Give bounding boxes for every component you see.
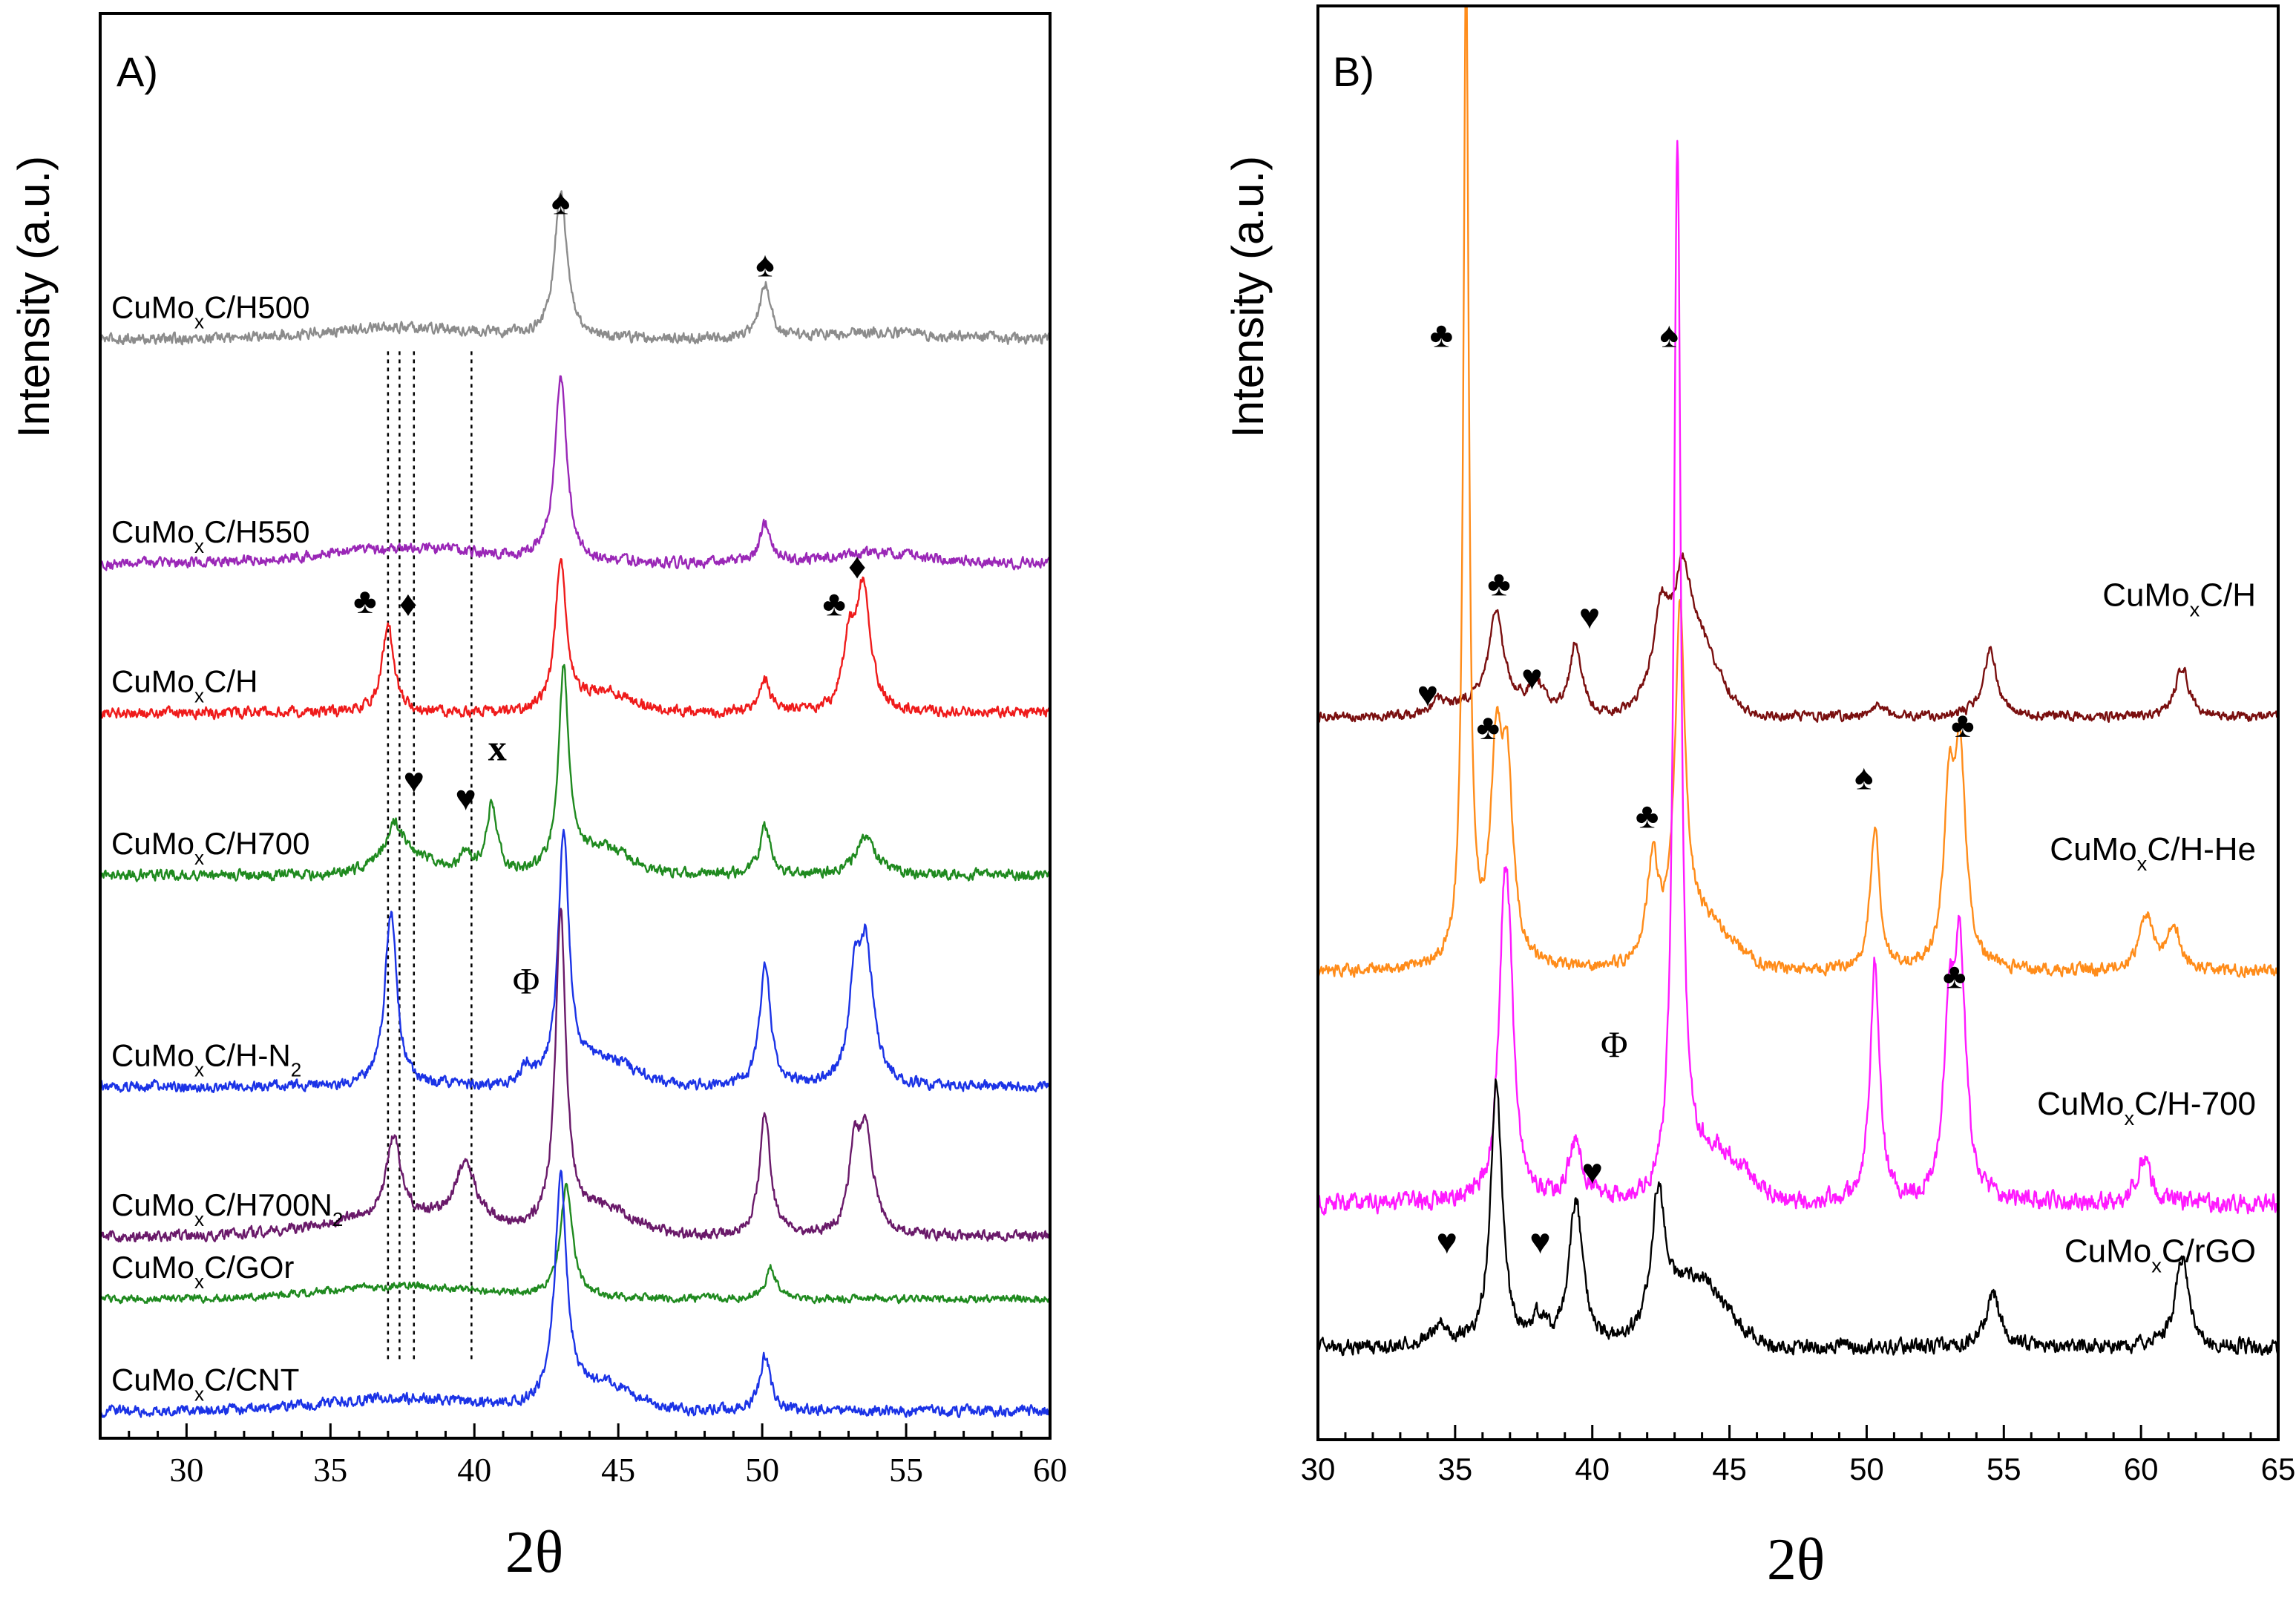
phase-marker: ♣ [1943,957,1967,996]
phase-marker: ♣ [822,585,846,624]
phase-marker: ♥ [1521,658,1543,698]
x-tick-label: 55 [1987,1452,2021,1486]
phase-marker: ♣ [1951,706,1975,745]
series-line-cumoxc-h-700 [1318,140,2278,1216]
x-tick-label: 35 [1437,1452,1472,1486]
x-tick-label: 60 [1033,1451,1067,1489]
series-label: CuMoxC/H [111,664,258,707]
series-label: CuMoxC/H-He [2050,831,2256,875]
series-label: CuMoxC/rGO [2064,1233,2256,1277]
series-line-cumoxc-rgo [1318,1078,2278,1357]
phase-marker: ♥ [1529,1222,1551,1262]
panel-a-x-axis-title: 2θ [505,1520,563,1585]
phase-marker: ♠ [551,183,571,223]
phase-marker: ♣ [1636,796,1659,836]
phase-marker: ♣ [353,582,377,621]
series-label: CuMoxC/H500 [111,290,309,333]
series-line-cumoxc-h700 [100,663,1050,882]
series-label: CuMoxC/H700 [111,826,309,869]
panel-a-y-axis-title: Intensity (a.u.) [9,156,59,438]
phase-marker: ♣ [1487,565,1511,604]
x-tick-label: 40 [1575,1452,1610,1486]
phase-marker: ♣ [1476,708,1500,747]
phase-marker: ♥ [1579,597,1601,637]
phase-marker: ♠ [1854,758,1874,797]
phase-marker: ♠ [755,246,775,285]
x-tick-label: 65 [2261,1452,2296,1486]
series-line-cumoxc-h550 [100,375,1050,571]
x-tick-label: 50 [745,1451,779,1489]
series-line-cumoxc-h500 [100,190,1050,346]
phase-marker: ♥ [1437,1222,1458,1262]
series-label: CuMoxC/H-700 [2037,1086,2256,1129]
phase-marker: Φ [1601,1023,1628,1065]
series-line-cumoxc-cnt [100,1170,1050,1418]
phase-marker: ♥ [1581,1153,1603,1192]
panel-b-label: B) [1333,48,1374,95]
series-line-cumoxc-h [100,558,1050,721]
phase-marker: ♦ [399,585,418,624]
series-label: CuMoxC/H [2102,577,2256,620]
phase-marker: ♥ [1417,675,1439,715]
panel-b-y-axis-title: Intensity (a.u.) [1223,156,1273,438]
series-label: CuMoxC/H550 [111,514,309,557]
x-tick-label: 40 [457,1451,491,1489]
phase-marker: ♥ [404,761,425,801]
series-line-cumoxc-h700n2 [100,908,1050,1243]
x-tick-label: 45 [601,1451,635,1489]
x-tick-label: 30 [169,1451,203,1489]
x-tick-label: 50 [1849,1452,1884,1486]
x-tick-label: 35 [313,1451,347,1489]
phase-marker: ♥ [455,779,476,819]
series-line-cumoxc-gor [100,1182,1050,1305]
series-label: CuMoxC/GOr [111,1250,294,1293]
series-line-cumoxc-h-he [1318,6,2278,979]
phase-marker: Φ [513,960,540,1002]
panel-b-plot-frame [1316,4,2280,1441]
panel-a-plot-frame [99,12,1052,1440]
panel-b-x-axis-title: 2θ [1767,1527,1825,1593]
panel-b-chart: CuMoxC/H CuMoxC/H-He CuMoxC/H-700 CuMoxC/rG… [1223,4,2296,1593]
series-label: CuMoxC/CNT [111,1362,299,1405]
panel-a-chart: CuMoxC/H500 CuMoxC/H550 CuMoxC/H CuMoxC/H70… [9,12,1067,1585]
series-label: CuMoxC/H700N2 [111,1187,343,1230]
x-tick-label: 30 [1301,1452,1336,1486]
series-line-cumoxc-h-n2 [100,828,1050,1093]
x-tick-label: 45 [1712,1452,1747,1486]
x-tick-label: 60 [2124,1452,2159,1486]
panel-a-label: A) [117,48,158,95]
x-tick-label: 55 [889,1451,923,1489]
series-line-cumoxc-h [1318,552,2278,723]
phase-marker: ♦ [848,547,867,586]
series-label: CuMoxC/H-N2 [111,1038,301,1081]
phase-marker: ♣ [1430,315,1454,355]
phase-marker: x [488,727,507,768]
phase-marker: ♠ [1659,315,1679,355]
